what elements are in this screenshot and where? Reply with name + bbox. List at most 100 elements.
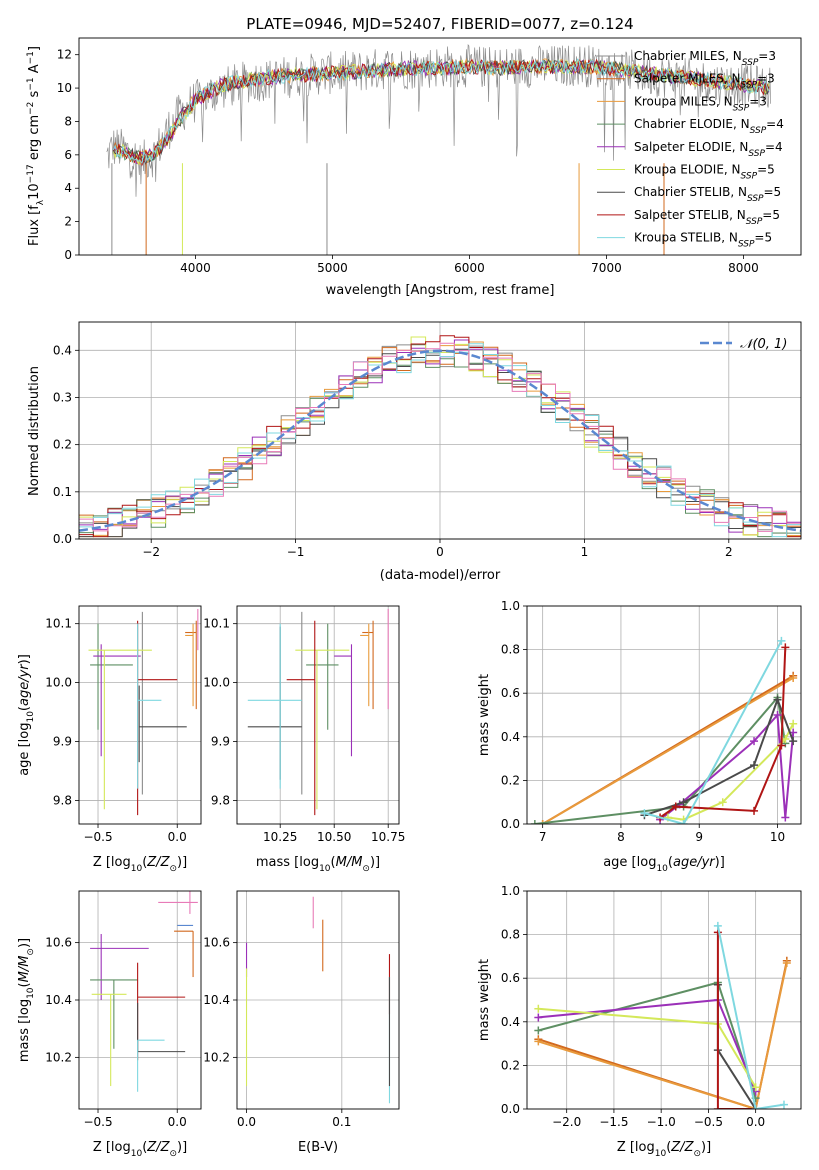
- legend-entry: Salpeter ELODIE, NSSP=4: [634, 140, 783, 159]
- weight-marker: [773, 695, 782, 704]
- histogram-step: [79, 342, 801, 532]
- y-tick-label: 10: [57, 81, 72, 95]
- y-tick-label: 0.0: [53, 532, 72, 546]
- weight-marker: [530, 820, 539, 824]
- weight-marker: [534, 1013, 543, 1022]
- y-tick-label: 10.0: [203, 676, 230, 690]
- y-tick-label: 0.2: [501, 773, 520, 787]
- weight-marker: [534, 1026, 543, 1035]
- legend-entry: Kroupa STELIB, NSSP=5: [634, 231, 772, 250]
- weight-marker: [779, 1100, 788, 1109]
- x-axis-label: age [log10(age/yr)]: [603, 855, 725, 874]
- y-tick-label: 0.1: [53, 485, 72, 499]
- plot-area: [106, 43, 771, 255]
- y-axis-label: Flux [fλ10−17 erg cm−2 s−1 A−1]: [26, 46, 46, 246]
- axes-frame: [526, 890, 802, 1110]
- spectrum-panel: 4000 5000 6000 7000 8000 0 2 4 6 8 10 12 wavelength …: [26, 37, 802, 298]
- y-tick-label: 0.0: [501, 1102, 520, 1116]
- weight-series-line: [644, 640, 783, 824]
- y-tick-label: 0.6: [501, 971, 520, 985]
- y-tick-label: 0.2: [53, 438, 72, 452]
- weight-marker: [789, 719, 798, 728]
- weight-marker: [751, 1083, 760, 1092]
- mass-vs-metallicity-panel: −0.5 0.0 10.2 10.4 10.6 Z [log10(Z/Z⊙)] mass […: [17, 890, 202, 1159]
- plot-area: [88, 608, 199, 816]
- y-tick-label: 9.9: [53, 735, 72, 749]
- x-tick-label: −1: [287, 545, 305, 559]
- y-tick-label: 10.1: [203, 617, 230, 631]
- x-axis-label: Z [log10(Z/Z⊙)]: [93, 1140, 187, 1159]
- x-tick-label: −1.0: [647, 1115, 676, 1129]
- residuals-panel: −2 −1 0 1 2 0.0 0.1 0.2 0.3 0.4 (data-model)/error…: [27, 321, 802, 583]
- x-tick-label: 0.0: [168, 830, 187, 844]
- plot-area: [79, 335, 801, 538]
- axes-frame: [236, 890, 400, 1110]
- weight-marker: [679, 820, 688, 824]
- weight-marker: [538, 820, 547, 824]
- y-tick-label: 0.0: [501, 817, 520, 831]
- age-vs-metallicity-panel: −0.5 0.0 9.8 9.9 10.0 10.1 Z [log10(Z/Z⊙)] age …: [17, 605, 202, 874]
- y-tick-label: 0.4: [53, 343, 72, 357]
- x-axis-label: wavelength [Angstrom, rest frame]: [326, 283, 555, 298]
- y-tick-label: 12: [57, 48, 72, 62]
- x-tick-label: −0.5: [694, 1115, 723, 1129]
- y-tick-label: 10.6: [203, 936, 230, 950]
- x-axis-label: (data-model)/error: [380, 568, 501, 583]
- histogram-step: [79, 335, 801, 538]
- y-tick-label: 10.4: [45, 993, 72, 1007]
- weight-marker: [750, 806, 759, 815]
- y-tick-label: 10.6: [45, 936, 72, 950]
- y-tick-label: 0.3: [53, 390, 72, 404]
- weight-series-line: [716, 932, 756, 1109]
- weight-marker: [750, 761, 759, 770]
- y-axis-label: Normed distribution: [27, 366, 42, 496]
- x-axis-label: mass [log10(M/M⊙)]: [256, 855, 380, 874]
- weight-marker: [671, 802, 680, 811]
- mass-vs-ebv-panel: 0.0 0.1 10.2 10.4 10.6 E(B-V): [203, 890, 400, 1155]
- legend-entry: 𝒩(0, 1): [740, 337, 787, 352]
- y-axis-label: mass weight: [477, 674, 492, 756]
- x-tick-label: 0: [436, 545, 444, 559]
- x-tick-label: 6000: [454, 261, 485, 275]
- legend-entry: Salpeter STELIB, NSSP=5: [634, 208, 780, 227]
- weight-marker: [534, 1037, 543, 1046]
- y-tick-label: 10.2: [203, 1050, 230, 1064]
- weight-marker: [781, 734, 790, 743]
- x-tick-label: 10.50: [317, 830, 351, 844]
- weight-marker: [789, 673, 798, 682]
- histogram-step: [79, 343, 801, 538]
- x-tick-label: 2: [725, 545, 733, 559]
- x-tick-label: 5000: [317, 261, 348, 275]
- x-tick-label: 1: [581, 545, 589, 559]
- y-tick-label: 0.2: [501, 1058, 520, 1072]
- weight-series-line: [542, 677, 794, 824]
- plot-area: [247, 608, 389, 816]
- gaussian-curve: [79, 349, 801, 532]
- y-tick-label: 0.8: [501, 928, 520, 942]
- weight-marker: [782, 958, 791, 967]
- plot-area: [530, 636, 798, 824]
- y-tick-label: 1.0: [501, 884, 520, 898]
- x-tick-label: −1.5: [599, 1115, 628, 1129]
- x-tick-label: 7: [539, 830, 547, 844]
- axes-frame: [526, 605, 802, 825]
- x-axis-label: Z [log10(Z/Z⊙)]: [93, 855, 187, 874]
- y-tick-label: 0.4: [501, 1015, 520, 1029]
- x-tick-label: 8: [617, 830, 625, 844]
- x-tick-label: 0.0: [237, 1115, 256, 1129]
- weight-marker: [534, 1004, 543, 1013]
- legend-entry: Kroupa ELODIE, NSSP=5: [634, 163, 775, 182]
- y-tick-label: 0: [64, 248, 72, 262]
- y-tick-label: 9.9: [211, 735, 230, 749]
- plot-area: [90, 891, 198, 1092]
- x-tick-label: −0.5: [83, 830, 112, 844]
- weight-marker: [750, 737, 759, 746]
- weight-marker: [789, 737, 798, 746]
- y-tick-label: 10.0: [45, 676, 72, 690]
- axes-frame: [78, 890, 202, 1110]
- y-tick-label: 10.4: [203, 993, 230, 1007]
- x-tick-label: −0.5: [83, 1115, 112, 1129]
- model-spectrum-line: [112, 58, 770, 165]
- age-vs-mass-panel: 10.25 10.50 10.75 9.8 9.9 10.0 10.1 mass [log10…: [203, 605, 405, 874]
